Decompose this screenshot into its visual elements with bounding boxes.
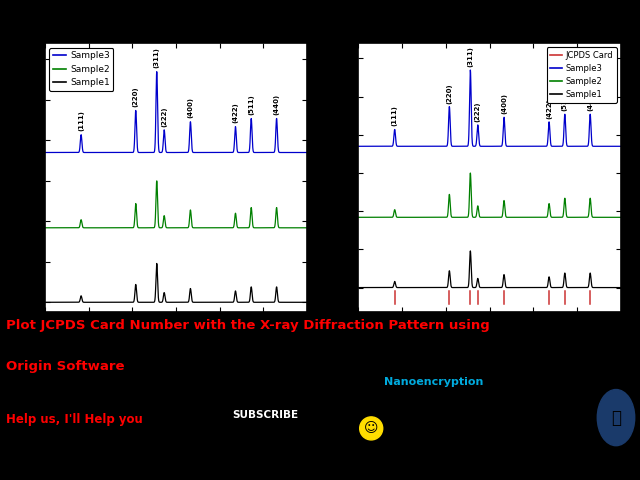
Text: ▶: ▶ — [261, 426, 270, 436]
Text: Nanoencryption: Nanoencryption — [384, 377, 483, 387]
Text: (422): (422) — [546, 98, 552, 119]
Text: (400): (400) — [188, 97, 193, 119]
Text: G🔵🟠📷🐦🅱🅥📌d: G🔵🟠📷🐦🅱🅥📌d — [413, 410, 456, 420]
Text: (220): (220) — [132, 86, 139, 107]
Text: SUBSCRIBE: SUBSCRIBE — [232, 410, 299, 420]
Text: (222): (222) — [475, 101, 481, 122]
Text: (311): (311) — [154, 48, 160, 68]
Text: 🌍: 🌍 — [611, 408, 621, 427]
Text: (440): (440) — [587, 90, 593, 111]
Legend: JCPDS Card, Sample3, Sample2, Sample1: JCPDS Card, Sample3, Sample2, Sample1 — [547, 48, 616, 103]
Circle shape — [597, 390, 635, 445]
Text: (440): (440) — [273, 94, 280, 115]
Text: (422): (422) — [232, 103, 239, 123]
Text: 🔧: 🔧 — [173, 410, 183, 429]
Text: (222): (222) — [161, 106, 167, 127]
Text: ☺: ☺ — [364, 421, 378, 435]
Text: (511): (511) — [562, 90, 568, 111]
Text: 🧍: 🧍 — [166, 437, 175, 451]
Y-axis label: Intensity(a.u): Intensity(a.u) — [323, 135, 333, 220]
Y-axis label: Intensity(a.u): Intensity(a.u) — [9, 135, 19, 220]
Text: (400): (400) — [501, 93, 507, 114]
Text: Origin Software: Origin Software — [6, 360, 125, 372]
X-axis label: 2θ(Degree): 2θ(Degree) — [141, 333, 211, 342]
Legend: Sample3, Sample2, Sample1: Sample3, Sample2, Sample1 — [49, 48, 113, 91]
Text: (511): (511) — [248, 95, 254, 115]
X-axis label: 2θ(Degree): 2θ(Degree) — [454, 333, 525, 342]
Text: (311): (311) — [467, 46, 474, 67]
Text: (111): (111) — [78, 110, 84, 132]
Text: Plot JCPDS Card Number with the X-ray Diffraction Pattern using: Plot JCPDS Card Number with the X-ray Di… — [6, 320, 490, 333]
Text: 👍: 👍 — [230, 426, 236, 436]
Text: (111): (111) — [392, 106, 397, 126]
Text: (220): (220) — [446, 83, 452, 104]
Circle shape — [360, 417, 383, 440]
Text: Help us, I'll Help you: Help us, I'll Help you — [6, 413, 143, 426]
